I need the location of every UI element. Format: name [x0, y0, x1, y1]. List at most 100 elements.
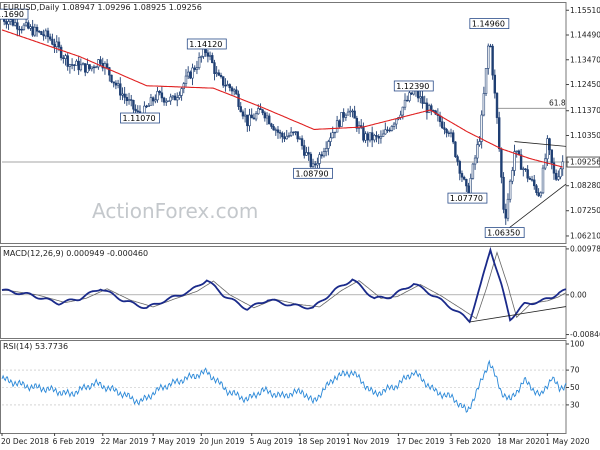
candle-body — [156, 91, 159, 101]
candle-body — [522, 168, 525, 170]
candle-body — [211, 55, 214, 63]
candle-body — [370, 132, 374, 141]
candle-body — [232, 89, 236, 92]
candle-body — [364, 133, 367, 141]
candle-body — [217, 72, 221, 76]
candle-body — [311, 163, 315, 167]
rsi-panel: 100 70 50 30 — [1, 340, 585, 413]
candle-body — [281, 132, 284, 138]
candle-body — [524, 168, 527, 170]
candle-body — [151, 97, 155, 102]
candle-body — [351, 110, 354, 113]
candle-body — [294, 131, 297, 133]
candle-body — [200, 56, 203, 58]
candle-body — [134, 108, 137, 112]
candle-body — [158, 91, 161, 94]
candle-body — [84, 63, 87, 73]
candle-body — [432, 110, 435, 112]
candle-body — [508, 180, 512, 200]
price-annotation-box — [469, 18, 510, 30]
candle-body — [125, 97, 129, 102]
candle-body — [327, 141, 330, 149]
candle-body — [154, 99, 157, 102]
candle-body — [451, 132, 455, 143]
candle-body — [495, 92, 499, 118]
candle-body — [292, 131, 295, 134]
price-annotation-label: 1.07770 — [450, 194, 483, 203]
candle-body — [384, 129, 387, 135]
candle-body — [24, 22, 28, 26]
candle-body — [456, 156, 459, 162]
x-tick-label: 20 Dec 2018 — [1, 437, 49, 446]
price-annotation-label: 1.06350 — [487, 229, 520, 238]
candle-body — [123, 93, 126, 98]
price-annotation-box — [293, 167, 333, 179]
candle-body — [127, 99, 131, 102]
candle-body — [276, 129, 280, 133]
price-tick-label: 1.06210 — [570, 231, 600, 240]
candle-body — [511, 170, 514, 182]
candle-body — [533, 179, 536, 187]
candle-body — [410, 92, 413, 95]
candle-body — [237, 93, 240, 107]
candle-body — [167, 100, 170, 102]
candle-body — [176, 97, 179, 101]
candle-body — [81, 63, 85, 66]
candle-body — [70, 64, 74, 66]
candle-body — [130, 99, 133, 101]
candle-body — [500, 148, 503, 178]
candle-body — [388, 129, 391, 132]
candle-body — [88, 64, 91, 70]
candle-body — [208, 55, 212, 57]
main-panel-frame — [0, 2, 567, 244]
candle-body — [66, 55, 69, 67]
candle-body — [189, 71, 192, 79]
candle-body — [38, 30, 41, 33]
candle-body — [506, 198, 510, 219]
candle-body — [147, 105, 150, 107]
candle-body — [202, 48, 205, 57]
candle-body — [519, 154, 523, 170]
x-tick-label: 5 Aug 2019 — [250, 437, 293, 446]
candle-body — [57, 41, 61, 48]
candle-body — [64, 55, 67, 59]
x-tick-label: 22 Mar 2019 — [101, 437, 149, 446]
candle-body — [235, 89, 238, 95]
macd-trendline — [469, 306, 567, 323]
candle-body — [406, 99, 409, 102]
candle-body — [149, 97, 153, 106]
candle-body — [362, 127, 365, 141]
candle-body — [557, 176, 560, 180]
candle-body — [379, 136, 383, 139]
candle-body — [254, 113, 258, 120]
watermark-layer: ActionForex.com — [92, 199, 258, 223]
x-tick-label: 3 Feb 2020 — [449, 437, 491, 446]
candle-body — [268, 115, 271, 125]
candle-body — [482, 93, 486, 116]
price-annotation-label: 1.12390 — [396, 82, 429, 91]
candle-body — [75, 60, 78, 66]
candle-body — [423, 102, 426, 105]
candle-body — [215, 72, 218, 74]
candle-body — [287, 135, 291, 137]
price-tick-label: 1.08280 — [570, 181, 600, 190]
candle-body — [44, 30, 48, 37]
candle-body — [270, 123, 273, 127]
candle-body — [554, 172, 558, 180]
price-title: EURUSD,Daily 1.08947 1.09296 1.08925 1.0… — [3, 3, 202, 12]
last-price-label: 1.09256 — [570, 158, 600, 167]
candle-body — [386, 129, 389, 131]
candle-body — [314, 163, 317, 166]
candle-body — [401, 106, 405, 116]
candle-body — [180, 88, 183, 96]
candle-body — [316, 163, 319, 166]
candle-body — [77, 60, 80, 71]
candle-body — [305, 152, 308, 156]
candle-body — [465, 178, 468, 187]
fib-level-label: 61.8 — [549, 98, 566, 107]
candle-body — [33, 26, 37, 36]
candle-body — [377, 135, 380, 139]
x-tick-label: 6 Feb 2019 — [53, 437, 95, 446]
candle-body — [559, 168, 562, 178]
candle-body — [162, 97, 166, 103]
